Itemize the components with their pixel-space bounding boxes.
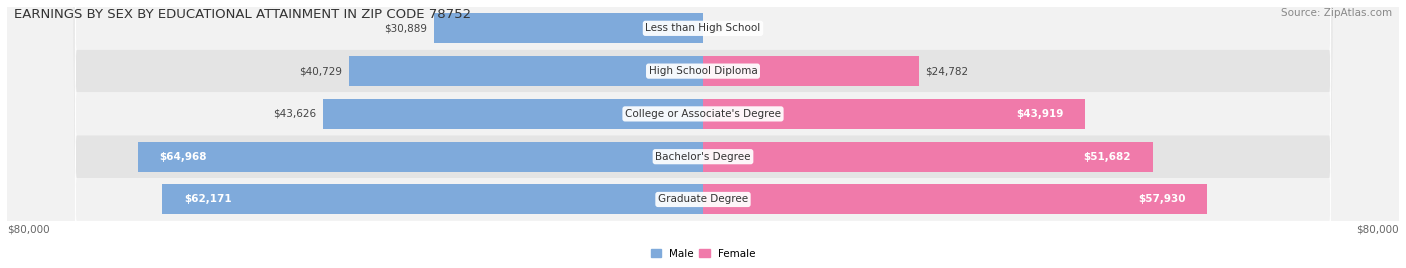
Text: $80,000: $80,000	[1357, 224, 1399, 234]
Text: Graduate Degree: Graduate Degree	[658, 195, 748, 204]
Bar	[349, 56, 703, 86]
Bar	[138, 142, 703, 172]
Text: $80,000: $80,000	[7, 224, 49, 234]
Legend: Male, Female: Male, Female	[647, 244, 759, 263]
FancyBboxPatch shape	[7, 0, 1399, 268]
FancyBboxPatch shape	[7, 0, 1399, 268]
Bar	[162, 184, 703, 214]
Text: $30,889: $30,889	[384, 23, 427, 33]
Text: $0: $0	[710, 23, 723, 33]
Text: $51,682: $51,682	[1084, 152, 1130, 162]
FancyBboxPatch shape	[7, 0, 1399, 268]
Text: $62,171: $62,171	[184, 195, 232, 204]
Bar	[434, 13, 703, 43]
Text: College or Associate's Degree: College or Associate's Degree	[626, 109, 780, 119]
FancyBboxPatch shape	[7, 0, 1399, 268]
Text: High School Diploma: High School Diploma	[648, 66, 758, 76]
Bar	[323, 99, 703, 129]
Text: Less than High School: Less than High School	[645, 23, 761, 33]
FancyBboxPatch shape	[7, 0, 1399, 268]
Bar	[703, 56, 918, 86]
Text: Bachelor's Degree: Bachelor's Degree	[655, 152, 751, 162]
Text: $40,729: $40,729	[298, 66, 342, 76]
Text: $57,930: $57,930	[1137, 195, 1185, 204]
Text: $43,626: $43,626	[273, 109, 316, 119]
Text: Source: ZipAtlas.com: Source: ZipAtlas.com	[1281, 8, 1392, 18]
Text: $64,968: $64,968	[159, 152, 207, 162]
Bar	[703, 184, 1206, 214]
Bar	[703, 142, 1153, 172]
Text: EARNINGS BY SEX BY EDUCATIONAL ATTAINMENT IN ZIP CODE 78752: EARNINGS BY SEX BY EDUCATIONAL ATTAINMEN…	[14, 8, 471, 21]
Text: $24,782: $24,782	[925, 66, 969, 76]
Bar	[703, 99, 1085, 129]
Text: $43,919: $43,919	[1017, 109, 1063, 119]
